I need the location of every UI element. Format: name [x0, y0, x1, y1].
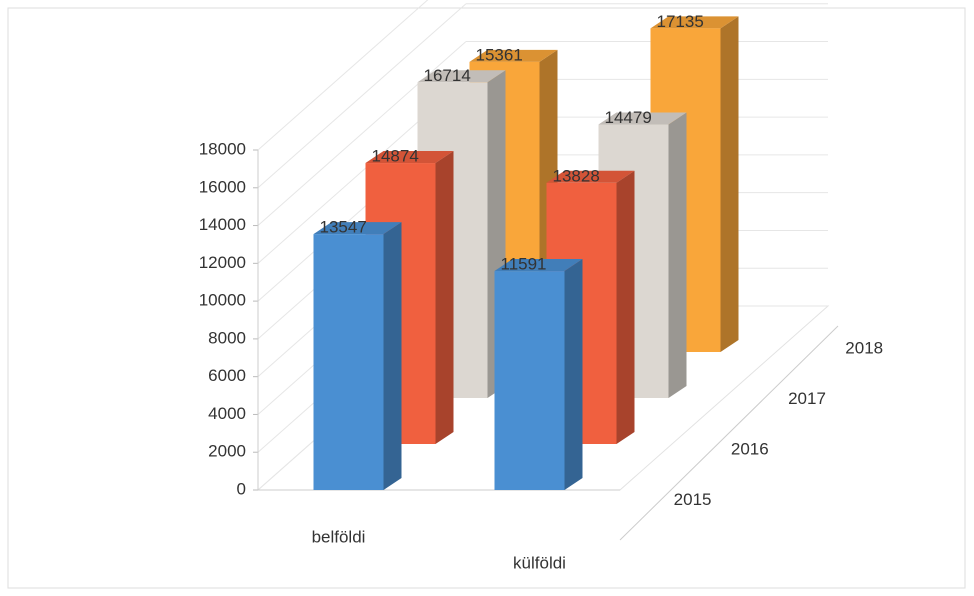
data-label: 15361 [476, 45, 523, 64]
grid-line [257, 3, 467, 189]
y-tick-label: 0 [237, 479, 246, 498]
data-label: 11591 [501, 255, 547, 274]
depth-tick-label: 2018 [845, 338, 883, 357]
y-tick-label: 8000 [208, 328, 246, 347]
y-tick-label: 18000 [199, 139, 246, 158]
bar-top [365, 151, 454, 164]
bar-side [720, 16, 739, 352]
data-label: 16714 [424, 66, 471, 85]
grid-line [257, 41, 467, 226]
bar-top [494, 259, 583, 272]
bar-top [313, 222, 402, 235]
data-label: 17135 [657, 12, 704, 31]
bar [494, 271, 565, 490]
y-tick-label: 4000 [208, 404, 246, 423]
bar-top [417, 70, 506, 83]
y-tick-label: 6000 [208, 366, 246, 385]
y-tick-label: 2000 [208, 442, 246, 461]
depth-tick-label: 2017 [788, 389, 826, 408]
y-tick-label: 16000 [199, 177, 246, 196]
y-tick-label: 14000 [199, 215, 246, 234]
bar [313, 234, 384, 490]
x-tick-label: külföldi [513, 553, 566, 572]
bar-side [435, 151, 454, 444]
depth-tick-label: 2016 [731, 440, 769, 459]
data-label: 14479 [605, 108, 652, 127]
bar-top [546, 170, 635, 183]
bar-top [469, 49, 558, 62]
data-label: 13547 [320, 218, 367, 237]
y-tick-label: 12000 [199, 253, 246, 272]
depth-axis [619, 325, 839, 541]
bar-top [598, 112, 687, 125]
x-tick-label: belföldi [312, 527, 366, 546]
grid-line [257, 0, 429, 151]
bar-side [564, 259, 583, 490]
bar-side [616, 170, 635, 444]
bar-side [668, 112, 687, 398]
bar-side [383, 222, 402, 490]
data-label: 13828 [553, 166, 600, 185]
data-label: 14874 [372, 147, 419, 166]
bar-top [650, 16, 739, 29]
y-tick-label: 10000 [199, 291, 246, 310]
depth-tick-label: 2015 [674, 490, 712, 509]
